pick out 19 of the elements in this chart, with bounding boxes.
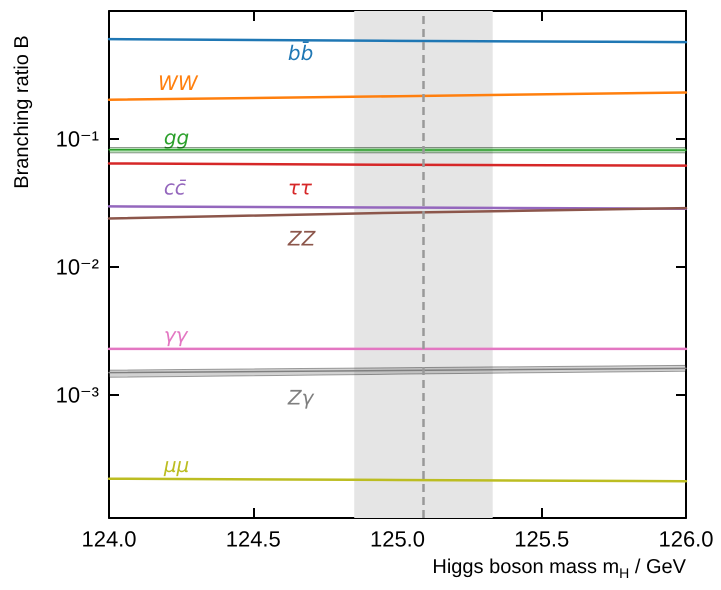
- series-label: ττ: [288, 175, 313, 200]
- x-tick-label: 125.5: [514, 526, 570, 552]
- y-tick-label: 10⁻²: [56, 254, 99, 280]
- series-label: ZZ: [286, 226, 317, 250]
- y-axis-title: Branching ratio B: [11, 35, 33, 189]
- x-tick-label: 124.0: [81, 526, 137, 552]
- x-tick-label: 124.5: [226, 526, 281, 552]
- series-label: bb̄: [288, 40, 314, 65]
- series-label: WW: [158, 70, 199, 95]
- x-axis-title: Higgs boson mass m$_{H}$ / GeV: [432, 556, 686, 581]
- series-label: Zγ: [286, 385, 315, 410]
- y-tick-label: 10⁻³: [56, 382, 99, 408]
- series-label: γγ: [164, 323, 189, 348]
- y-tick-label: 10⁻¹: [56, 126, 99, 152]
- x-tick-label: 126.0: [658, 526, 714, 552]
- series-label: μμ: [162, 453, 190, 478]
- series-label: gg: [164, 125, 190, 150]
- x-tick-label: 125.0: [370, 526, 426, 552]
- series-label: cc̄: [164, 175, 186, 200]
